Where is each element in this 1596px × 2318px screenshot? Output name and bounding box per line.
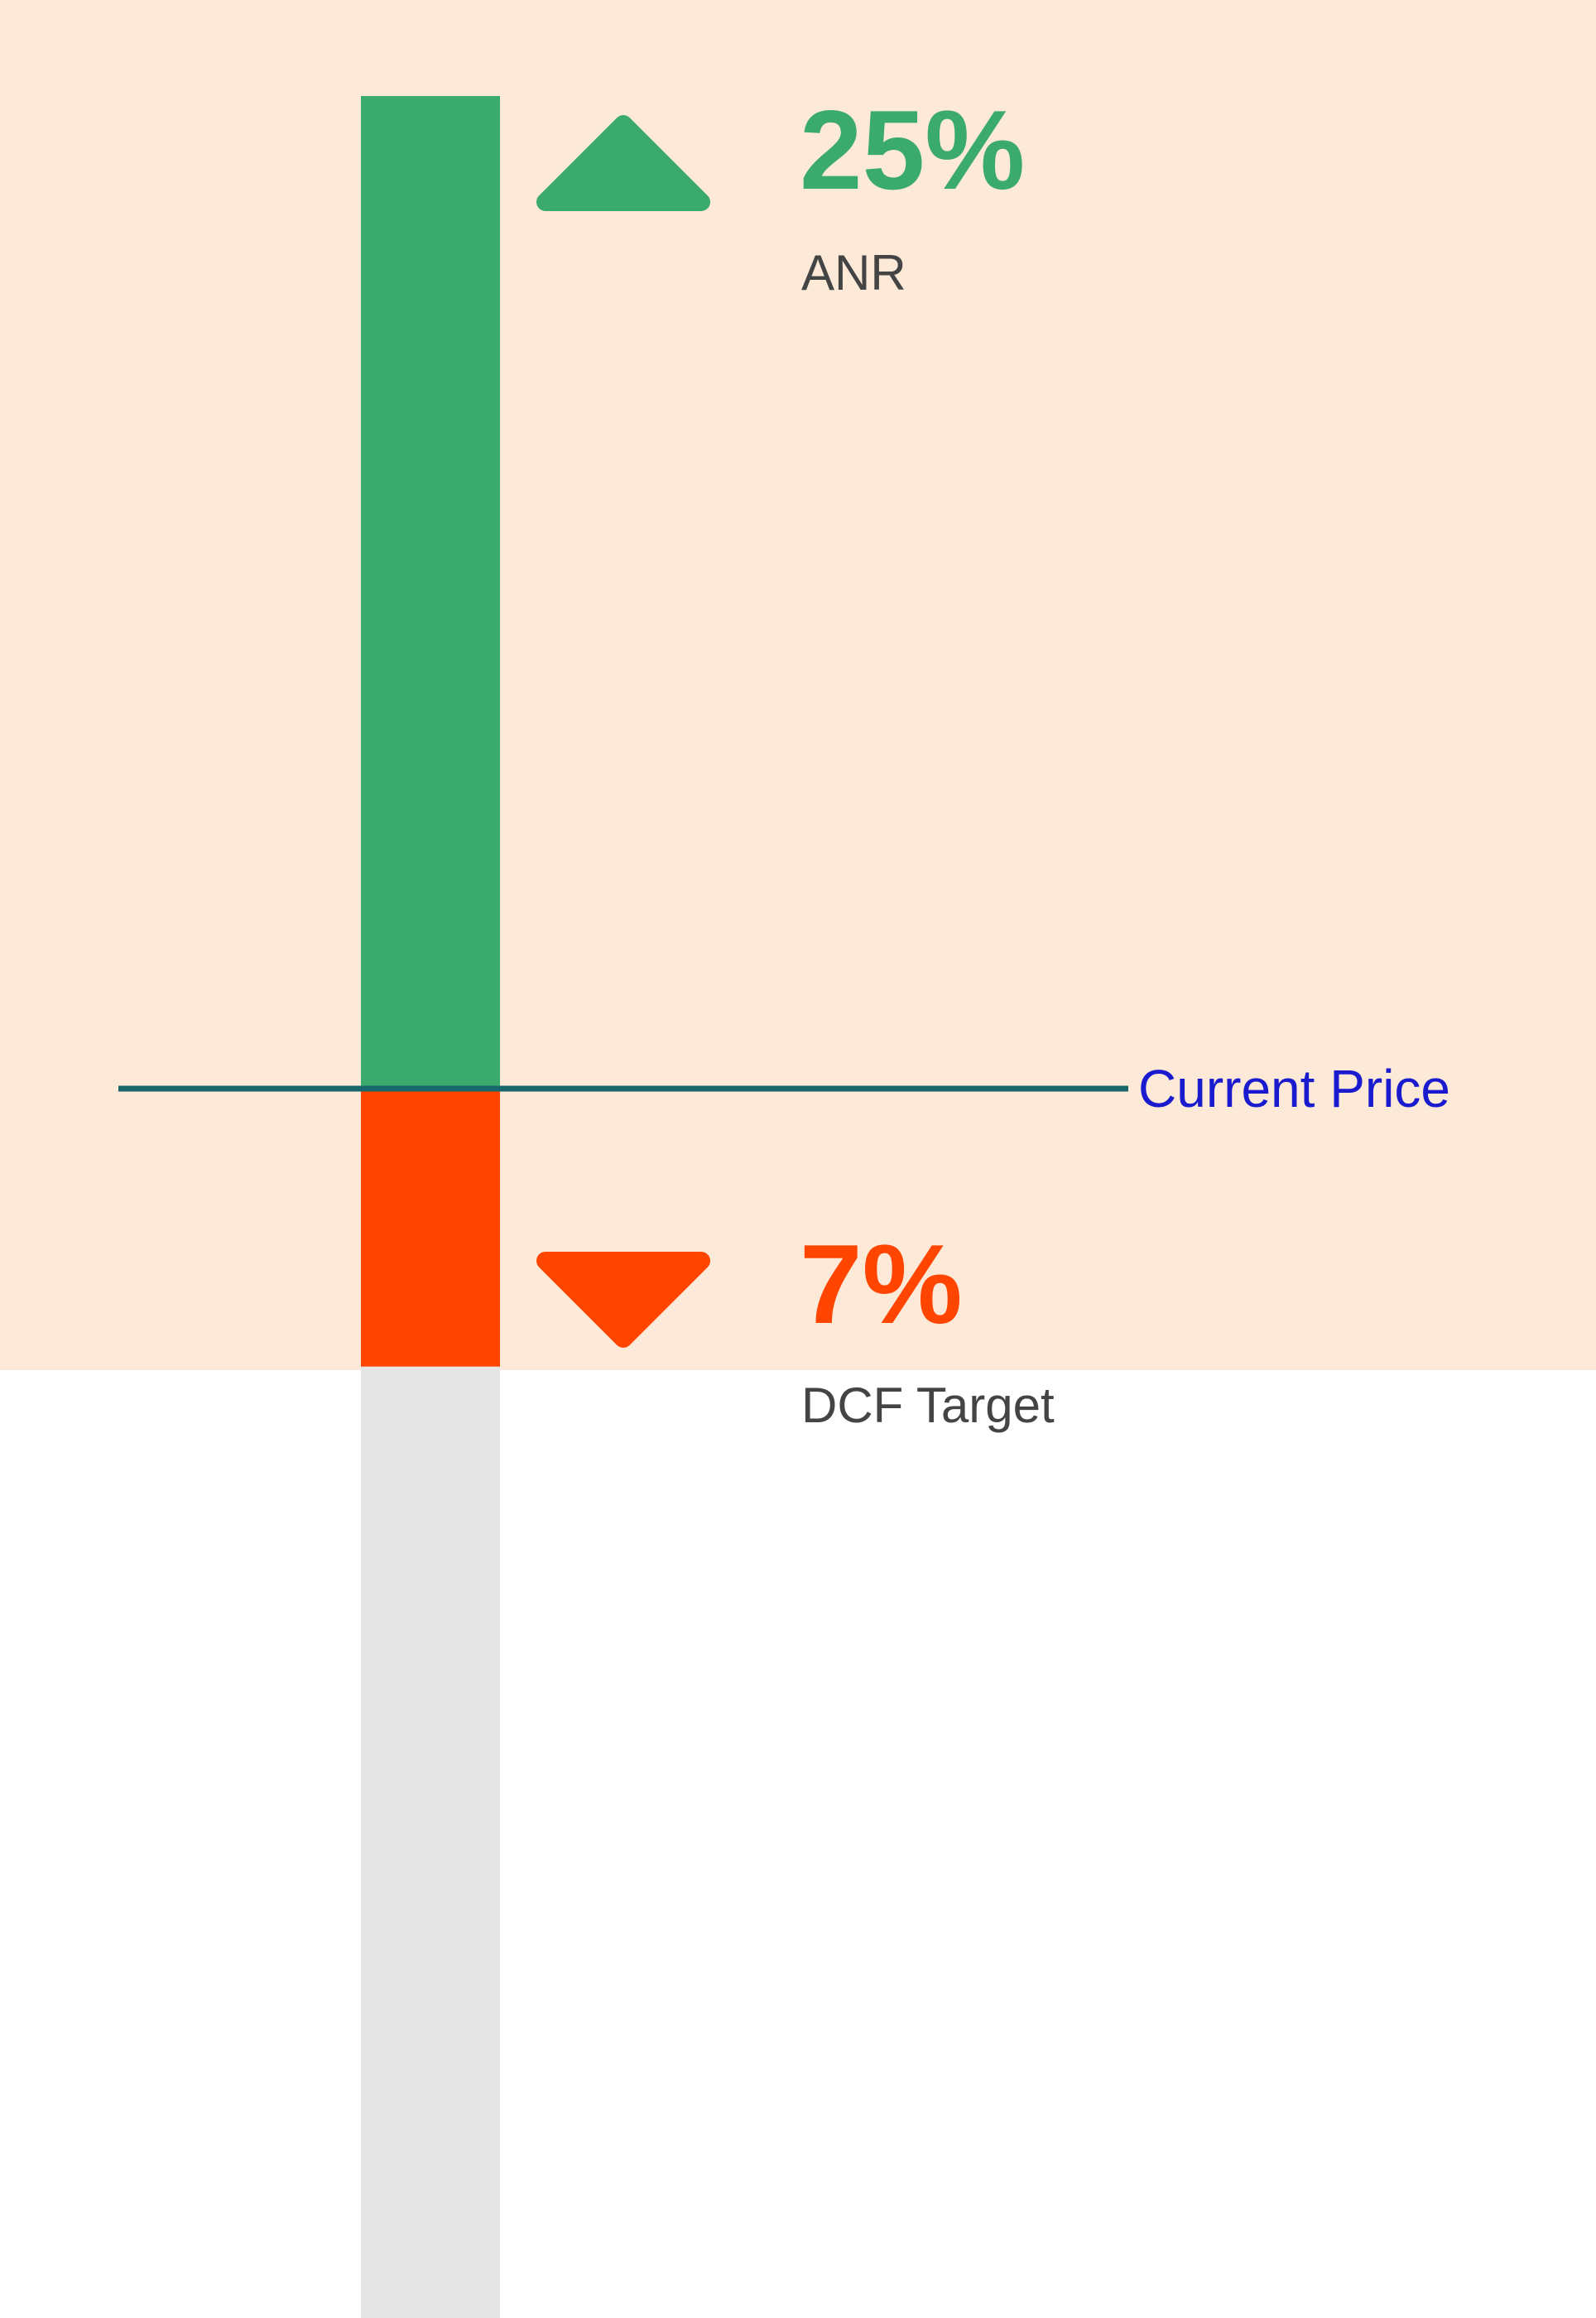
downside-name-label: DCF Target [801,1378,1055,1433]
highlight-band [0,0,1596,1370]
upside-bar [361,96,500,1089]
triangle-down-icon [536,1252,710,1348]
upside-name-label: ANR [801,245,906,301]
downside-bar [361,1089,500,1367]
downside-percent-label: 7% [800,1221,963,1347]
triangle-up-icon [536,115,710,211]
upside-percent-label: 25% [800,87,1025,213]
current-price-label: Current Price [1138,1059,1450,1118]
